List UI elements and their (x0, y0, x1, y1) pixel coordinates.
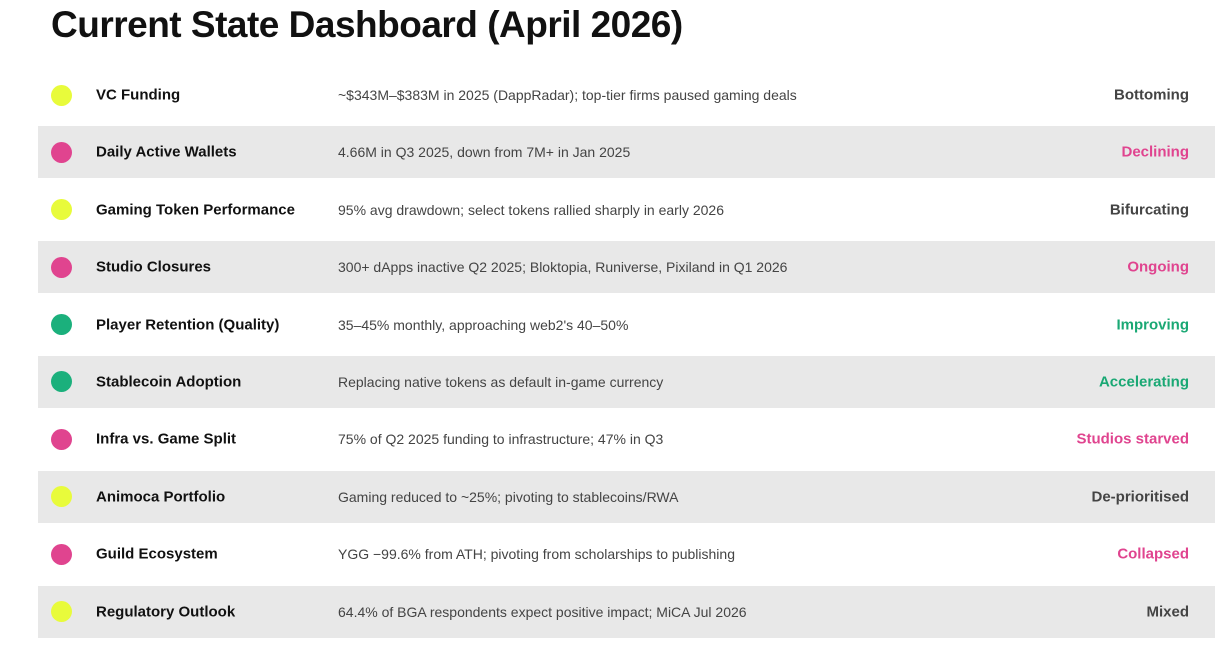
metric-detail: 75% of Q2 2025 funding to infrastructure… (338, 431, 664, 448)
metric-detail: 300+ dApps inactive Q2 2025; Bloktopia, … (338, 259, 788, 276)
metric-label: Regulatory Outlook (96, 603, 236, 621)
status-dot-icon (51, 428, 72, 450)
table-row: Animoca Portfolio Gaming reduced to ~25%… (38, 470, 1215, 523)
metric-detail: 64.4% of BGA respondents expect positive… (338, 603, 747, 620)
metric-detail: 4.66M in Q3 2025, down from 7M+ in Jan 2… (338, 144, 631, 161)
metric-label: Stablecoin Adoption (96, 373, 242, 391)
status-dot-icon (51, 371, 72, 393)
status-dot-icon (51, 199, 72, 221)
metric-label: Gaming Token Performance (96, 201, 295, 219)
table-row: Stablecoin Adoption Replacing native tok… (38, 355, 1215, 408)
status-dot-icon (51, 601, 72, 623)
table-row: Gaming Token Performance 95% avg drawdow… (38, 184, 1215, 236)
metric-label: Infra vs. Game Split (96, 430, 237, 448)
metric-detail: Gaming reduced to ~25%; pivoting to stab… (338, 488, 679, 505)
status-dot-icon (51, 256, 72, 278)
table-row: Daily Active Wallets 4.66M in Q3 2025, d… (38, 126, 1215, 179)
table-row: VC Funding ~$343M–$383M in 2025 (DappRad… (38, 69, 1215, 121)
status-dot-icon (51, 84, 72, 106)
metric-label: Studio Closures (96, 258, 212, 276)
status-dot-icon (51, 543, 72, 565)
metric-detail: YGG −99.6% from ATH; pivoting from schol… (338, 546, 735, 563)
page-title: Current State Dashboard (April 2026) (51, 4, 683, 45)
status-badge: Accelerating (1098, 373, 1189, 391)
status-badge: Improving (1116, 316, 1189, 334)
status-badge: Studios starved (1076, 430, 1189, 448)
metric-label: Animoca Portfolio (96, 488, 226, 506)
status-badge: Collapsed (1117, 545, 1189, 563)
status-badge: Ongoing (1127, 258, 1189, 276)
status-badge: Bottoming (1114, 86, 1189, 104)
metric-detail: Replacing native tokens as default in-ga… (338, 373, 664, 390)
status-dot-icon (51, 141, 72, 163)
status-badge: De-prioritised (1091, 488, 1189, 506)
table-row: Infra vs. Game Split 75% of Q2 2025 fund… (38, 413, 1215, 465)
table-row: Player Retention (Quality) 35–45% monthl… (38, 299, 1215, 351)
table-row: Regulatory Outlook 64.4% of BGA responde… (38, 585, 1215, 638)
metric-label: Guild Ecosystem (96, 545, 218, 563)
metric-detail: ~$343M–$383M in 2025 (DappRadar); top-ti… (338, 87, 797, 103)
table-row: Guild Ecosystem YGG −99.6% from ATH; piv… (38, 528, 1215, 580)
metric-detail: 35–45% monthly, approaching web2's 40–50… (338, 316, 629, 333)
status-dot-icon (51, 486, 72, 508)
dashboard-table: VC Funding ~$343M–$383M in 2025 (DappRad… (38, 69, 1215, 643)
status-badge: Mixed (1146, 603, 1189, 621)
table-row: Studio Closures 300+ dApps inactive Q2 2… (38, 241, 1215, 294)
metric-label: VC Funding (96, 86, 181, 104)
metric-label: Player Retention (Quality) (96, 316, 280, 334)
status-dot-icon (51, 314, 72, 336)
metric-label: Daily Active Wallets (96, 143, 237, 161)
status-badge: Bifurcating (1109, 201, 1189, 219)
status-badge: Declining (1121, 143, 1189, 161)
metric-detail: 95% avg drawdown; select tokens rallied … (338, 201, 724, 218)
